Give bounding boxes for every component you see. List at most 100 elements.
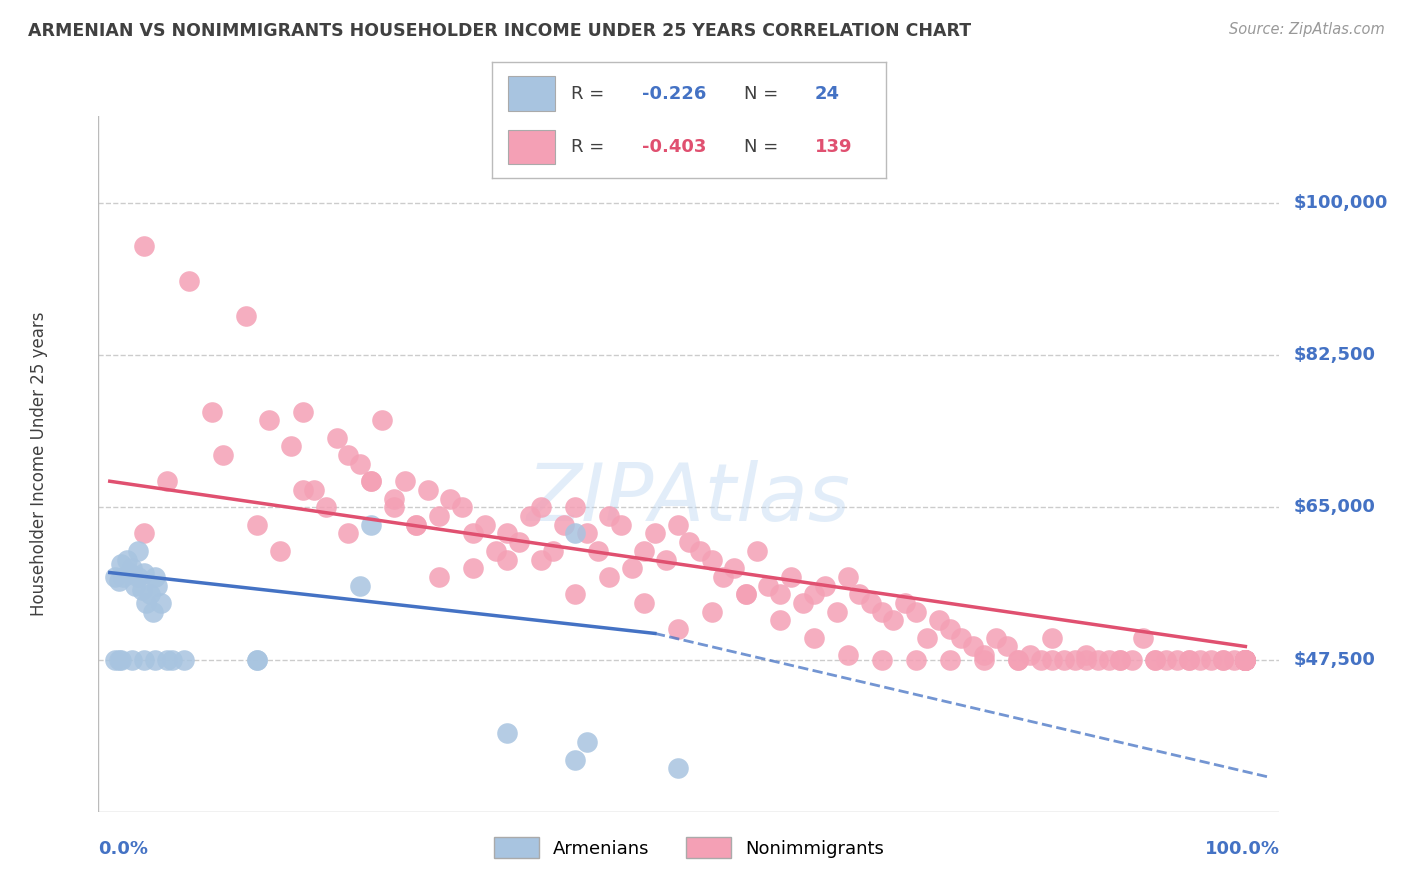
Point (1098, 652, 1121, 666)
Point (848, 587, 870, 601)
Point (427, 570, 450, 584)
Point (382, 491, 405, 506)
Point (1234, 652, 1257, 666)
Point (405, 517, 427, 532)
Point (870, 652, 893, 666)
Point (496, 526, 519, 541)
Point (1166, 652, 1188, 666)
Point (246, 517, 269, 532)
Point (734, 587, 756, 601)
Point (837, 648, 859, 662)
Text: $47,500: $47,500 (1294, 650, 1375, 668)
Text: 24: 24 (815, 85, 839, 103)
Text: N =: N = (744, 85, 779, 103)
Point (928, 614, 950, 628)
Point (1234, 652, 1257, 666)
Point (108, 574, 131, 589)
Point (427, 508, 450, 523)
Point (269, 544, 291, 558)
Point (138, 587, 160, 601)
Point (564, 526, 586, 541)
Point (146, 578, 169, 592)
Point (360, 475, 382, 489)
Point (1053, 652, 1076, 666)
Point (689, 544, 711, 558)
Point (155, 652, 177, 666)
Point (1109, 652, 1132, 666)
Point (1201, 652, 1223, 666)
Point (905, 605, 928, 619)
Point (973, 648, 995, 662)
Text: ARMENIAN VS NONIMMIGRANTS HOUSEHOLDER INCOME UNDER 25 YEARS CORRELATION CHART: ARMENIAN VS NONIMMIGRANTS HOUSEHOLDER IN… (28, 22, 972, 40)
Point (1076, 648, 1098, 662)
Point (575, 526, 598, 541)
Point (132, 652, 155, 666)
Point (586, 544, 609, 558)
Point (633, 596, 655, 610)
Point (723, 561, 745, 575)
Point (769, 587, 792, 601)
Point (598, 508, 620, 523)
Point (302, 483, 325, 497)
Point (541, 544, 564, 558)
Point (666, 761, 689, 775)
Point (1212, 652, 1234, 666)
Point (882, 614, 904, 628)
Text: Householder Income Under 25 years: Householder Income Under 25 years (31, 311, 48, 616)
Point (644, 526, 666, 541)
Point (382, 500, 405, 515)
Point (655, 552, 678, 566)
Point (530, 500, 553, 515)
Point (1007, 652, 1029, 666)
Point (1087, 652, 1109, 666)
Point (745, 544, 768, 558)
Point (508, 535, 530, 549)
Point (530, 552, 553, 566)
Point (995, 640, 1018, 654)
Point (280, 440, 302, 454)
Point (349, 578, 371, 592)
Point (405, 517, 427, 532)
Point (1007, 652, 1029, 666)
Point (496, 552, 519, 566)
Point (212, 448, 235, 462)
Legend: Armenians, Nonimmigrants: Armenians, Nonimmigrants (486, 830, 891, 865)
Point (149, 596, 172, 610)
Point (121, 652, 143, 666)
Point (859, 596, 882, 610)
Point (1234, 652, 1257, 666)
Point (132, 566, 155, 580)
Point (179, 274, 201, 288)
Point (394, 475, 416, 489)
Point (1132, 631, 1154, 645)
Point (1234, 652, 1257, 666)
Point (371, 413, 394, 427)
Point (1234, 652, 1257, 666)
Point (104, 570, 127, 584)
Point (124, 578, 146, 592)
Point (115, 552, 138, 566)
Point (173, 652, 195, 666)
Point (917, 631, 939, 645)
Point (155, 475, 177, 489)
Point (1234, 652, 1257, 666)
Point (121, 561, 143, 575)
Point (135, 596, 157, 610)
Point (1234, 652, 1257, 666)
Point (939, 622, 962, 636)
Point (519, 508, 541, 523)
Point (1109, 652, 1132, 666)
Point (666, 517, 689, 532)
Point (326, 431, 349, 445)
Point (235, 309, 257, 323)
Point (564, 500, 586, 515)
Point (803, 631, 825, 645)
Point (962, 640, 984, 654)
FancyBboxPatch shape (508, 129, 555, 164)
Point (104, 652, 127, 666)
Point (1234, 652, 1257, 666)
Point (337, 448, 360, 462)
Point (485, 544, 508, 558)
Point (1177, 652, 1199, 666)
Point (291, 405, 314, 419)
